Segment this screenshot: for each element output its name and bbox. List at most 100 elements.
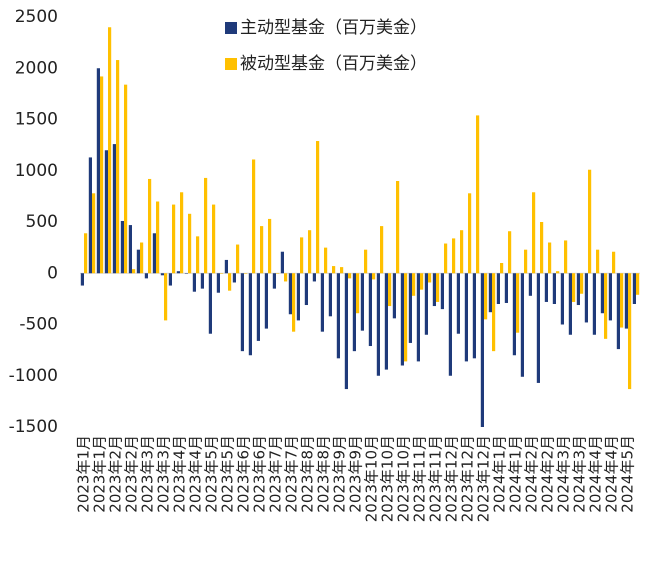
- bar: [140, 242, 144, 274]
- bar: [116, 60, 120, 274]
- y-tick-label: -500: [19, 315, 58, 335]
- legend-swatch: [225, 58, 237, 70]
- x-tick-label: 2024年2月: [523, 435, 541, 513]
- bar: [404, 273, 408, 362]
- y-tick-label: 500: [26, 212, 58, 232]
- bar: [328, 273, 332, 317]
- bar: [636, 273, 640, 295]
- bar: [312, 273, 316, 282]
- bar: [484, 273, 488, 320]
- y-tick-label: -1000: [9, 366, 58, 386]
- bar: [88, 157, 92, 274]
- bar: [520, 273, 524, 377]
- x-tick-label: 2023年4月: [171, 435, 189, 513]
- x-tick-label: 2024年4月: [603, 435, 621, 513]
- bar: [616, 273, 620, 350]
- bar: [272, 273, 276, 289]
- bar: [268, 218, 272, 274]
- bar: [256, 273, 260, 341]
- x-tick-label: 2023年12月: [443, 435, 461, 522]
- bar: [456, 273, 460, 334]
- bar: [164, 273, 168, 321]
- bar: [560, 273, 564, 325]
- bar: [376, 273, 380, 376]
- x-tick-label: 2023年7月: [267, 435, 285, 513]
- x-tick-label: 2023年2月: [107, 435, 125, 513]
- bar: [540, 222, 544, 274]
- bar: [280, 251, 284, 274]
- x-tick-label: 2023年9月: [347, 435, 365, 513]
- bar: [264, 273, 268, 329]
- bar: [508, 231, 512, 274]
- bar: [332, 266, 336, 274]
- bar: [600, 273, 604, 314]
- bar: [220, 273, 224, 274]
- bar: [516, 273, 520, 333]
- bar: [160, 273, 164, 276]
- bar: [392, 273, 396, 319]
- x-tick-label: 2023年3月: [155, 435, 173, 513]
- bar: [500, 263, 504, 274]
- x-tick-label: 2023年12月: [475, 435, 493, 522]
- x-tick-label: 2023年11月: [411, 435, 429, 522]
- bar: [460, 230, 464, 274]
- bar: [288, 273, 292, 315]
- x-tick-label: 2024年4月: [587, 435, 605, 513]
- bar: [252, 159, 256, 274]
- bar: [112, 144, 116, 274]
- bar: [276, 273, 280, 274]
- x-tick-label: 2023年10月: [379, 435, 397, 522]
- bar: [128, 225, 132, 274]
- bar: [492, 273, 496, 352]
- bar: [132, 269, 136, 274]
- bar: [136, 249, 140, 274]
- bar: [416, 273, 420, 362]
- bar: [156, 201, 160, 274]
- bar: [180, 192, 184, 274]
- bar: [84, 233, 88, 274]
- bar: [476, 115, 480, 274]
- bar: [300, 237, 304, 274]
- bar: [360, 273, 364, 331]
- bar: [192, 273, 196, 292]
- bar: [176, 271, 180, 274]
- bar: [244, 273, 248, 274]
- bar: [448, 273, 452, 376]
- bar: [236, 244, 240, 274]
- bar: [620, 273, 624, 328]
- bar: [496, 273, 500, 304]
- bar: [172, 204, 176, 274]
- x-tick-label: 2024年3月: [555, 435, 573, 513]
- bar: [544, 273, 548, 302]
- bar: [152, 233, 156, 274]
- bar: [536, 273, 540, 383]
- x-tick-label: 2024年3月: [571, 435, 589, 513]
- bar: [408, 273, 412, 343]
- bar: [568, 273, 572, 335]
- bar: [468, 193, 472, 274]
- x-tick-label: 2023年2月: [123, 435, 141, 513]
- bar: [432, 273, 436, 307]
- bar: [424, 273, 428, 335]
- x-tick-label: 2023年10月: [363, 435, 381, 522]
- bar: [532, 192, 536, 274]
- bar: [240, 273, 244, 352]
- bar: [632, 273, 636, 304]
- bar: [380, 226, 384, 274]
- bar: [580, 273, 584, 294]
- x-tick-label: 2023年6月: [251, 435, 269, 513]
- x-tick-label: 2024年1月: [491, 435, 509, 513]
- y-tick-label: 1500: [15, 110, 58, 130]
- bar: [80, 273, 84, 286]
- bar: [480, 273, 484, 427]
- bar: [316, 141, 320, 274]
- bar: [324, 247, 328, 274]
- x-tick-label: 2023年7月: [283, 435, 301, 513]
- x-tick-label: 2024年2月: [539, 435, 557, 513]
- bar: [628, 273, 632, 390]
- legend-swatch: [225, 22, 237, 34]
- bar: [352, 273, 356, 352]
- bar: [292, 273, 296, 332]
- bar: [488, 273, 492, 313]
- bar: [248, 273, 252, 356]
